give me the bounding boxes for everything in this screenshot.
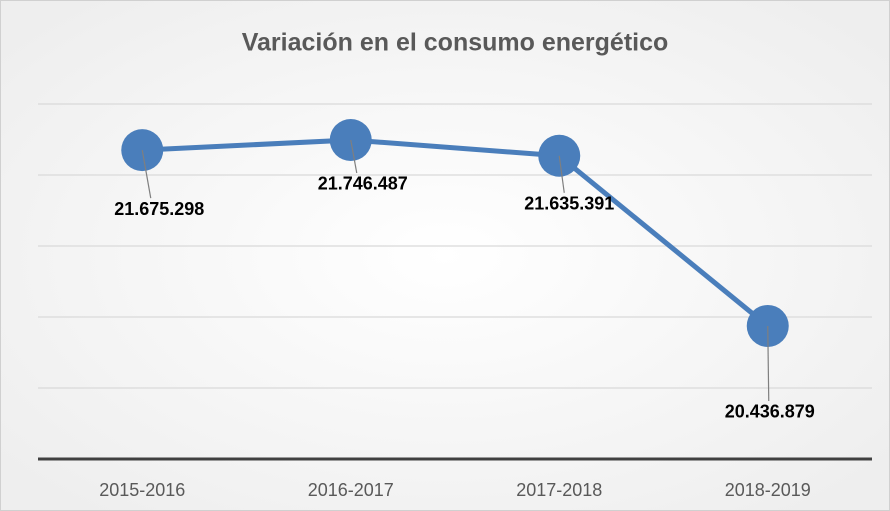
data-label: 21.675.298 (114, 199, 204, 219)
series-line (142, 137, 770, 328)
leader-line (350, 139, 358, 174)
chart-title: Variación en el consumo energético (242, 29, 669, 57)
leader-line (558, 155, 565, 193)
data-label: 20.436.879 (725, 402, 815, 422)
leader-line (141, 150, 152, 199)
data-label: 21.635.391 (524, 194, 614, 214)
x-tick-label: 2016-2017 (308, 480, 394, 500)
leader-line (767, 325, 770, 401)
data-label: 21.746.487 (318, 174, 408, 194)
x-tick-label: 2017-2018 (516, 480, 602, 500)
x-tick-label: 2015-2016 (99, 480, 185, 500)
x-tick-label: 2018-2019 (725, 480, 811, 500)
